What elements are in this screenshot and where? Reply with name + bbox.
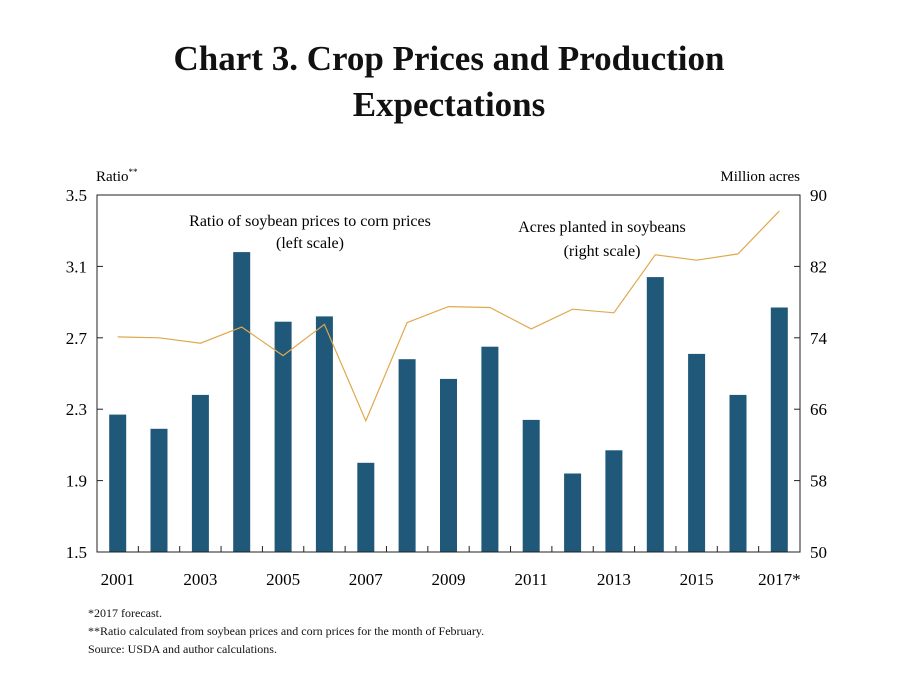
footnote-forecast: *2017 forecast. <box>88 606 162 620</box>
soybean-corn-ratio-bar <box>274 321 292 552</box>
soybean-corn-ratio-bar <box>564 473 582 552</box>
left-axis-tick-label: 1.5 <box>66 543 87 562</box>
soybean-corn-ratio-bar <box>522 419 540 552</box>
x-axis-tick-label: 2009 <box>432 570 466 589</box>
soybean-corn-ratio-bar <box>109 414 127 552</box>
plot-frame <box>96 194 801 553</box>
x-axis-tick-label: 2011 <box>515 570 548 589</box>
x-axis-tick-label: 2015 <box>680 570 714 589</box>
x-axis-tick-label: 2013 <box>597 570 631 589</box>
right-axis-tick-label: 50 <box>810 543 827 562</box>
left-axis-tick-label: 2.3 <box>66 400 87 419</box>
soybean-corn-ratio-bar <box>770 307 788 552</box>
x-axis-tick-label: 2017* <box>758 570 801 589</box>
soybean-corn-ratio-bar <box>233 252 251 552</box>
left-axis-tick-label: 2.7 <box>66 329 88 348</box>
x-axis-tick-label: 2005 <box>266 570 300 589</box>
soybean-corn-ratio-bar <box>729 394 747 552</box>
soybean-corn-ratio-bar <box>398 359 416 552</box>
footnotes: *2017 forecast. **Ratio calculated from … <box>88 604 484 658</box>
soybean-corn-ratio-bar <box>646 277 664 552</box>
footnote-source: Source: USDA and author calculations. <box>88 642 277 656</box>
soybean-corn-ratio-bar <box>481 346 499 552</box>
chart-plot: Ratio** Million acres 3.5 3.1 2.7 2.3 1.9 1.5… <box>66 167 828 589</box>
line-series-label-line-2: (right scale) <box>564 243 641 260</box>
left-axis-tick-label: 3.5 <box>66 186 87 205</box>
bar-series-label-line-1: Ratio of soybean prices to corn prices <box>189 213 431 230</box>
left-axis-tick-label: 1.9 <box>66 472 87 491</box>
soybean-corn-ratio-bar <box>150 428 168 552</box>
x-axis-tick-label: 2007 <box>349 570 384 589</box>
right-axis-tick-label: 82 <box>810 257 827 276</box>
soybean-corn-ratio-bar <box>440 378 457 552</box>
footnote-ratio: **Ratio calculated from soybean prices a… <box>88 624 485 638</box>
x-axis-tick-label: 2003 <box>183 570 217 589</box>
soybean-corn-ratio-bar <box>315 316 333 552</box>
soybean-corn-ratio-bar <box>605 450 623 552</box>
bar-series-label-line-2: (left scale) <box>276 235 344 252</box>
chart-title-line-1: Chart 3. Crop Prices and Production <box>173 39 725 78</box>
right-axis-tick-label: 74 <box>810 329 828 348</box>
left-axis-label: Ratio** <box>96 167 138 185</box>
acres-line <box>117 210 780 423</box>
chart-title-line-2: Expectations <box>352 85 546 124</box>
line-series-label-line-1: Acres planted in soybeans <box>518 219 686 236</box>
right-axis-tick-label: 90 <box>810 186 827 205</box>
x-axis-tick-label: 2001 <box>101 570 135 589</box>
right-axis-tick-label: 66 <box>810 400 827 419</box>
soybean-corn-ratio-bar <box>688 353 706 552</box>
soybean-corn-ratio-bar <box>191 394 209 552</box>
right-axis-tick-label: 58 <box>810 472 827 491</box>
chart-title: Chart 3. Crop Prices and Production Expe… <box>0 36 898 128</box>
left-axis-tick-label: 3.1 <box>66 257 87 276</box>
right-axis-label: Million acres <box>720 169 800 185</box>
soybean-corn-ratio-bar <box>357 462 375 553</box>
